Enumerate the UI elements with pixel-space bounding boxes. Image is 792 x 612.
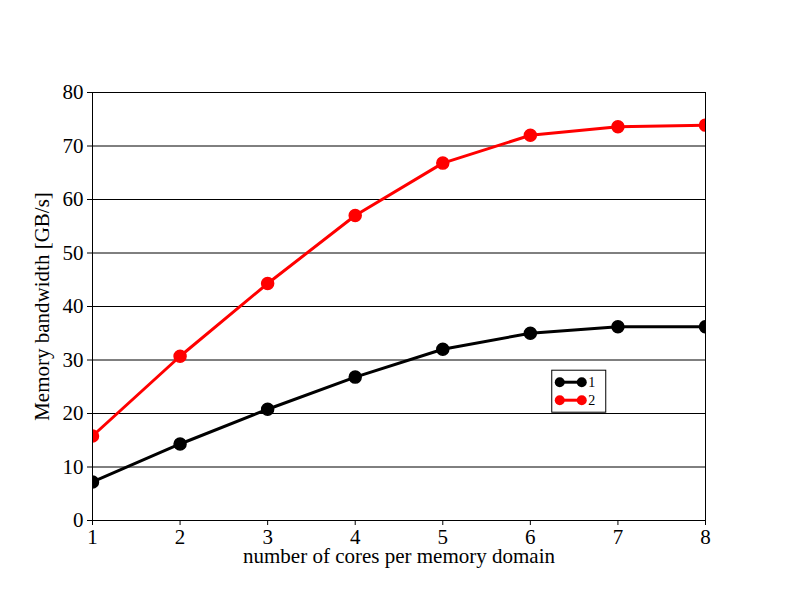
svg-text:2: 2 [588, 393, 595, 408]
svg-text:4: 4 [350, 525, 361, 550]
svg-text:Memory bandwidth [GB/s]: Memory bandwidth [GB/s] [30, 192, 54, 421]
svg-text:7: 7 [613, 525, 624, 549]
svg-text:10: 10 [63, 455, 84, 479]
svg-text:40: 40 [63, 294, 84, 318]
svg-text:number of cores per memory dom: number of cores per memory domain [243, 544, 555, 568]
svg-text:6: 6 [525, 525, 536, 550]
svg-text:8: 8 [700, 525, 711, 549]
svg-text:50: 50 [63, 241, 84, 265]
svg-text:70: 70 [63, 134, 84, 158]
svg-text:0: 0 [73, 508, 84, 532]
svg-text:5: 5 [437, 525, 448, 550]
svg-text:3: 3 [262, 525, 273, 550]
svg-text:30: 30 [63, 348, 84, 372]
svg-text:2: 2 [175, 525, 186, 549]
svg-text:1: 1 [588, 375, 595, 390]
svg-text:80: 80 [63, 80, 84, 104]
svg-text:60: 60 [63, 187, 84, 211]
svg-text:20: 20 [63, 401, 84, 425]
svg-text:1: 1 [87, 525, 98, 549]
